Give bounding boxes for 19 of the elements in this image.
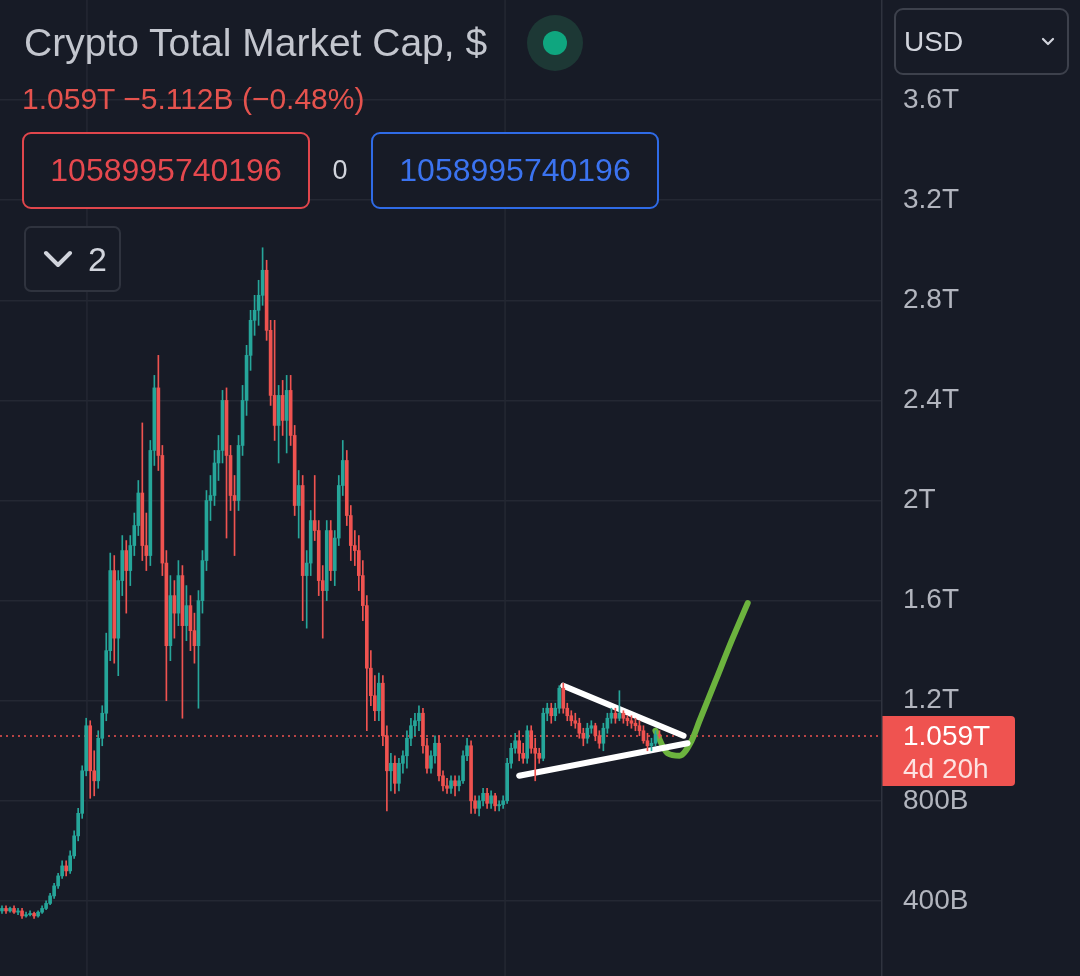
text: 4d 20h [903, 752, 989, 784]
currency-dropdown[interactable]: USD [894, 8, 1069, 75]
annotation: 2 [88, 238, 107, 280]
y-tick-label: 2.4T [903, 383, 960, 415]
price-button[interactable] [22, 132, 310, 209]
y-tick-label: 800B [903, 783, 969, 815]
y-tick-label: 3.2T [903, 182, 960, 214]
ref-line-label: 1.059T [903, 719, 991, 751]
y-tick-label: 400B [903, 883, 969, 915]
y-tick-label: 1.2T [903, 683, 960, 715]
y-tick-label: 3.6T [903, 82, 960, 114]
price-button[interactable] [371, 132, 659, 209]
annotation: 0 [331, 154, 349, 187]
text: Crypto Total Market Cap, $ [24, 21, 488, 65]
expand-button[interactable] [24, 226, 121, 292]
y-tick-label: 2T [903, 483, 936, 515]
y-tick-label: 2.8T [903, 283, 960, 315]
text: 1.059T −5.112B (−0.48%) [22, 81, 365, 117]
y-tick-label: 1.6T [903, 583, 960, 615]
